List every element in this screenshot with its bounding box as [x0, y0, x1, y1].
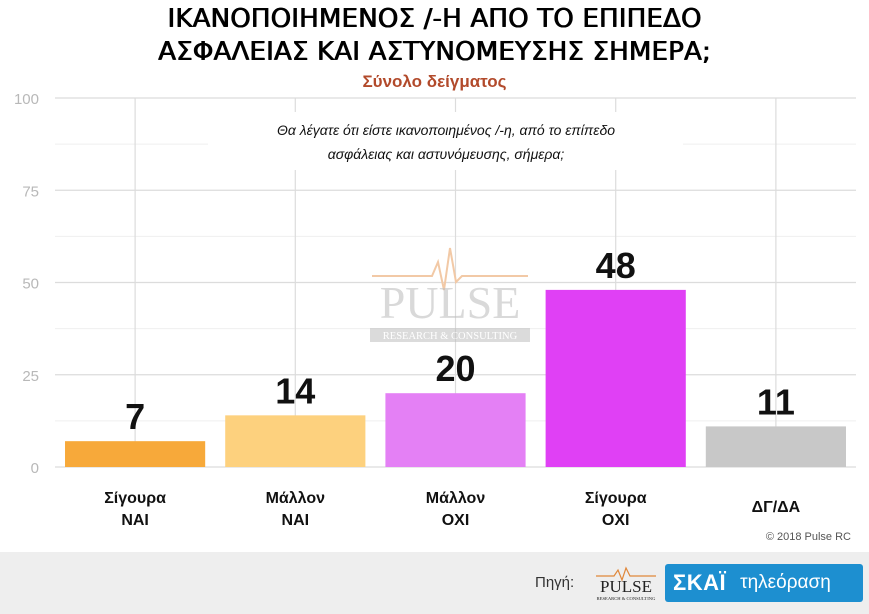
bar-chart: 0 25 50 75 100 Θα λέγατε ότι είστε ικανοποιημ…: [14, 91, 856, 529]
skai-logo: ΣΚΑΪ τηλεόραση: [665, 564, 863, 602]
watermark-subtext: RESEARCH & CONSULTING: [383, 331, 518, 342]
watermark-pulse-line: [372, 247, 528, 291]
x-tick-label: ΟΧΙ: [442, 512, 470, 529]
x-tick-label: Σίγουρα: [104, 490, 166, 507]
skai-logo-name: ΣΚΑΪ: [673, 570, 727, 595]
x-tick-label: Μάλλον: [266, 490, 326, 507]
data-label: 20: [435, 348, 475, 389]
annotation-line2: ασφάλειας και αστυνόμευσης, σήμερα;: [328, 146, 565, 162]
bar: [705, 426, 846, 467]
x-tick-label: Μάλλον: [426, 490, 486, 507]
x-tick-label: Σίγουρα: [585, 490, 647, 507]
chart-title-line2: ΑΣΦΑΛΕΙΑΣ ΚΑΙ ΑΣΤΥΝΟΜΕΥΣΗΣ ΣΗΜΕΡΑ;: [158, 37, 711, 67]
footer-bar: Πηγή: PULSE RESEARCH & CONSULTING ΣΚΑΪ τ…: [0, 552, 869, 614]
y-tick-label: 100: [14, 91, 39, 108]
pulse-logo: PULSE RESEARCH & CONSULTING: [596, 566, 656, 601]
bar: [65, 441, 206, 467]
x-tick-label: ΔΓ/ΔΑ: [752, 499, 801, 516]
x-tick-label: ΝΑΙ: [282, 512, 310, 529]
bar: [225, 415, 366, 467]
watermark-text: PULSE: [380, 277, 521, 328]
bar: [545, 289, 686, 467]
x-tick-label: ΟΧΙ: [602, 512, 630, 529]
pulse-logo-text: PULSE: [600, 577, 652, 596]
y-tick-label: 75: [22, 183, 39, 200]
bar: [385, 393, 526, 467]
copyright-text: © 2018 Pulse RC: [765, 531, 851, 543]
data-label: 48: [596, 245, 636, 286]
y-tick-label: 0: [31, 460, 39, 477]
data-label: 14: [275, 370, 315, 411]
y-tick-label: 50: [22, 276, 39, 293]
chart-header: ΙΚΑΝΟΠΟΙΗΜΕΝΟΣ /-Η ΑΠΟ ΤΟ ΕΠΙΠΕΔΟ ΑΣΦΑΛΕ…: [0, 0, 869, 100]
annotation-line1: Θα λέγατε ότι είστε ικανοποιημένος /-η, …: [277, 122, 615, 138]
x-tick-label: ΝΑΙ: [121, 512, 149, 529]
chart-subtitle: Σύνολο δείγματος: [362, 72, 507, 91]
skai-logo-tv: τηλεόραση: [740, 572, 831, 593]
y-tick-label: 25: [22, 368, 39, 385]
watermark-sub-band: [370, 328, 530, 342]
pulse-logo-subtext: RESEARCH & CONSULTING: [597, 596, 656, 601]
data-label: 11: [757, 381, 795, 422]
source-label: Πηγή:: [535, 574, 575, 591]
annotation-box: [208, 112, 683, 170]
data-label: 7: [125, 396, 145, 437]
chart-title-line1: ΙΚΑΝΟΠΟΙΗΜΕΝΟΣ /-Η ΑΠΟ ΤΟ ΕΠΙΠΕΔΟ: [167, 4, 702, 34]
